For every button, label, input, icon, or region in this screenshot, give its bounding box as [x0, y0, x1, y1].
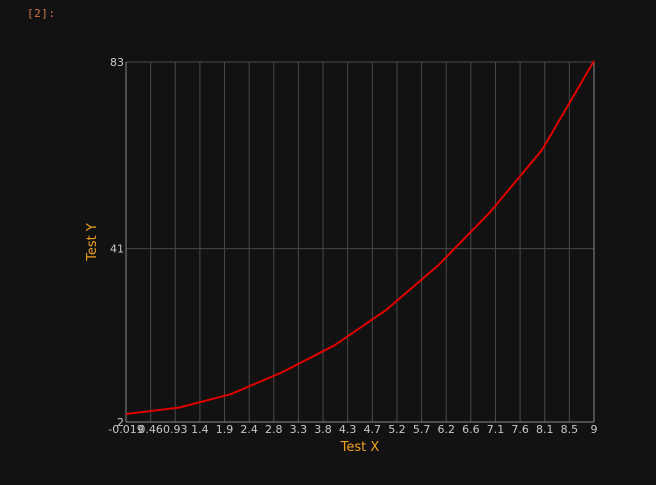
x-axis-title: Test X	[340, 440, 380, 455]
x-tick-label: 6.2	[437, 423, 455, 436]
x-tick-label: 5.7	[413, 423, 431, 436]
x-tick-label: 1.4	[191, 423, 209, 436]
x-tick-label: 2.4	[240, 423, 258, 436]
x-tick-label: 5.2	[388, 423, 406, 436]
x-tick-label: 7.6	[511, 423, 529, 436]
y-tick-label: 83	[110, 56, 124, 69]
x-tick-label: 7.1	[487, 423, 505, 436]
x-tick-label: 8.1	[536, 423, 554, 436]
series-line-0	[125, 60, 595, 415]
x-tick-label: 0.46	[138, 423, 163, 436]
chart-series	[125, 60, 595, 415]
chart-axes	[125, 62, 595, 423]
x-tick-label: 2.8	[265, 423, 283, 436]
x-tick-label: 3.8	[314, 423, 332, 436]
cell-prompt: [2]:	[27, 7, 56, 20]
x-tick-label: 4.7	[364, 423, 382, 436]
x-tick-label: 0.93	[163, 423, 188, 436]
x-tick-label: 4.3	[339, 423, 357, 436]
y-axis-title: Test Y	[85, 223, 100, 262]
x-tick-label: 3.3	[290, 423, 308, 436]
x-tick-label: -0.019	[108, 423, 143, 436]
x-tick-label: 8.5	[561, 423, 579, 436]
x-tick-label: 6.6	[462, 423, 480, 436]
y-tick-label: 41	[110, 243, 124, 256]
x-tick-label: 9	[591, 423, 598, 436]
x-tick-label: 1.9	[216, 423, 234, 436]
chart-grid	[125, 61, 595, 423]
y-tick-label: 2	[117, 416, 124, 429]
